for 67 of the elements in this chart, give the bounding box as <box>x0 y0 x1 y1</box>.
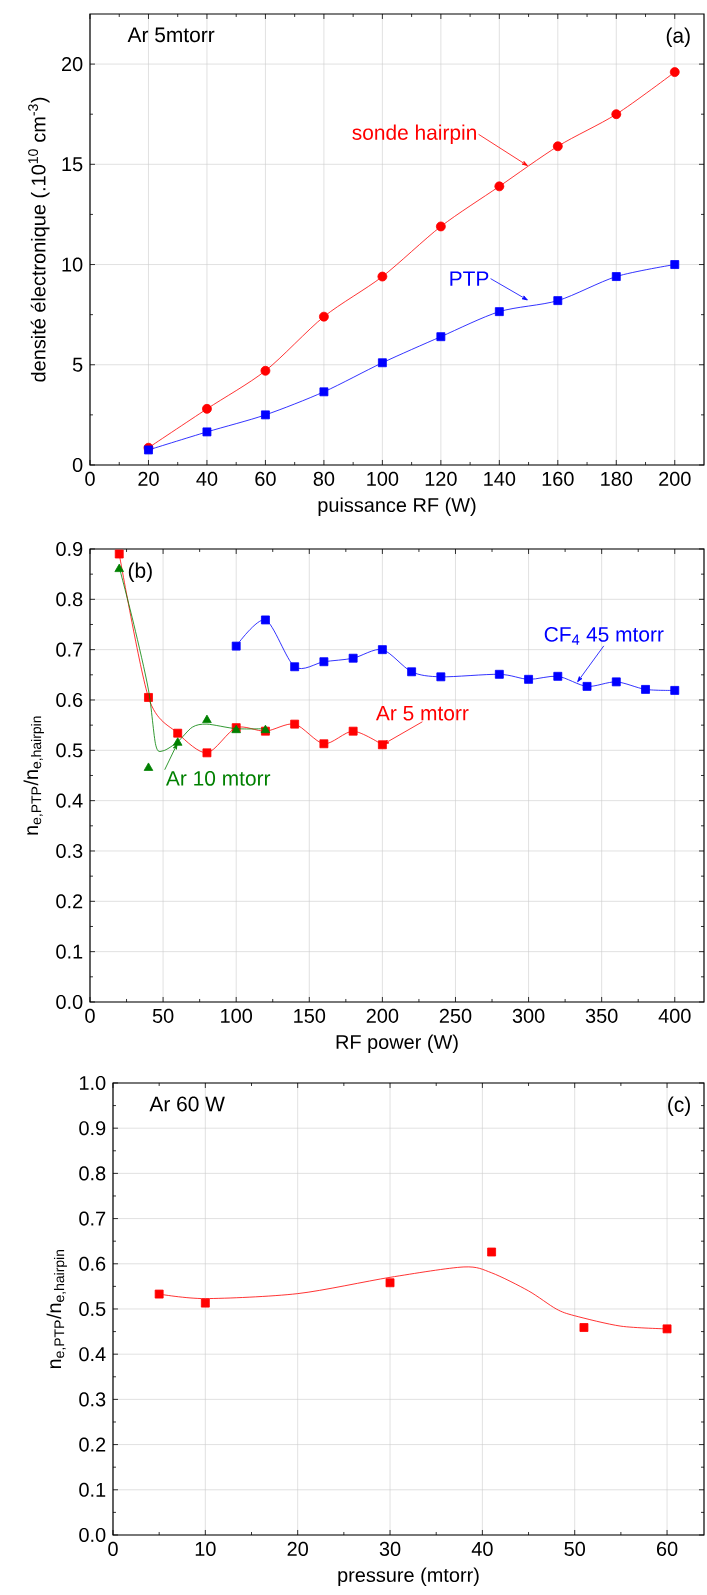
y-tick-label: 5 <box>72 357 83 372</box>
y-tick-label: 0.8 <box>79 1166 106 1181</box>
x-tick-label: 30 <box>379 1541 401 1556</box>
x-tick-label: 50 <box>564 1541 586 1556</box>
y-tick-label: 0.2 <box>79 1437 106 1452</box>
annotation: Ar 5mtorr <box>127 27 215 43</box>
y-tick-label: 0.3 <box>56 843 83 859</box>
x-tick-label: 20 <box>287 1541 308 1556</box>
y-tick-label: 0.8 <box>56 592 83 607</box>
x-tick-label: 200 <box>659 471 691 486</box>
y-tick-label: 0.2 <box>56 894 83 909</box>
x-tick-label: 60 <box>255 471 276 486</box>
annotation: Ar 10 mtorr <box>165 770 271 786</box>
x-tick-label: 50 <box>152 1008 174 1023</box>
y-tick-label: 0.0 <box>56 994 83 1010</box>
y-tick-label: 10 <box>62 257 83 272</box>
y-tick-label: 20 <box>62 57 83 72</box>
x-tick-label: 10 <box>195 1541 216 1556</box>
x-axis-title: puissance RF (W) <box>318 497 476 516</box>
y-tick-label: 0.6 <box>79 1256 106 1271</box>
x-tick-label: 400 <box>658 1008 691 1023</box>
x-tick-label: 160 <box>542 471 574 486</box>
x-axis-title: RF power (W) <box>336 1034 458 1053</box>
annotation: PTP <box>450 271 489 286</box>
x-tick-label: 180 <box>601 471 633 486</box>
x-tick-label: 40 <box>471 1541 493 1556</box>
y-axis-title: n$_{e,PTP}$/n$_{e,hairpin}$ <box>23 716 44 835</box>
x-tick-label: 350 <box>585 1008 618 1023</box>
annotation: (b) <box>128 562 152 583</box>
y-tick-label: 0.5 <box>79 1301 106 1317</box>
y-tick-label: 0.9 <box>79 1121 106 1136</box>
y-tick-label: 0.0 <box>79 1527 106 1543</box>
x-tick-label: 200 <box>366 1008 399 1023</box>
x-tick-label: 300 <box>512 1008 545 1023</box>
y-tick-label: 0.1 <box>56 944 83 959</box>
y-tick-label: 0.7 <box>56 642 83 657</box>
x-tick-label: 140 <box>484 471 516 486</box>
x-tick-label: 100 <box>221 1008 253 1023</box>
annotation: Ar 5 mtorr <box>375 705 469 721</box>
y-tick-label: 0.4 <box>56 793 83 808</box>
y-tick-label: 0.3 <box>79 1392 106 1407</box>
y-axis-title: densité électronique (.10$^{10}$ cm$^{-3}$) <box>28 97 50 382</box>
annotation: (c) <box>668 1096 690 1117</box>
x-axis-title: pressure (mtorr) <box>338 1567 479 1586</box>
x-tick-label: 60 <box>657 1541 678 1556</box>
y-tick-label: 0 <box>72 457 83 473</box>
y-tick-label: 0.5 <box>56 743 83 758</box>
x-tick-label: 150 <box>294 1008 326 1023</box>
y-axis-title: n$_{e,PTP}$/n$_{e,hairpin}$ <box>46 1249 67 1369</box>
y-tick-label: 1.0 <box>79 1075 106 1091</box>
annotation: (a) <box>666 27 690 48</box>
x-tick-label: 100 <box>367 471 399 486</box>
annotation: sonde hairpin <box>352 124 476 145</box>
y-tick-label: 0.6 <box>56 692 83 708</box>
x-tick-label: 40 <box>196 471 218 486</box>
x-tick-label: 80 <box>313 471 335 486</box>
y-tick-label: 0.1 <box>79 1482 106 1497</box>
annotation: Ar 60 W <box>149 1096 225 1112</box>
x-tick-label: 0 <box>108 1541 118 1556</box>
y-tick-label: 0.9 <box>56 541 83 557</box>
y-tick-label: 15 <box>62 157 83 172</box>
x-tick-label: 120 <box>425 471 457 486</box>
y-tick-label: 0.4 <box>79 1347 106 1362</box>
x-tick-label: 250 <box>439 1008 472 1023</box>
y-tick-label: 0.7 <box>79 1211 106 1226</box>
x-tick-label: 20 <box>138 471 159 486</box>
annotation: CF$_{4}$ 45 mtorr <box>544 626 664 645</box>
